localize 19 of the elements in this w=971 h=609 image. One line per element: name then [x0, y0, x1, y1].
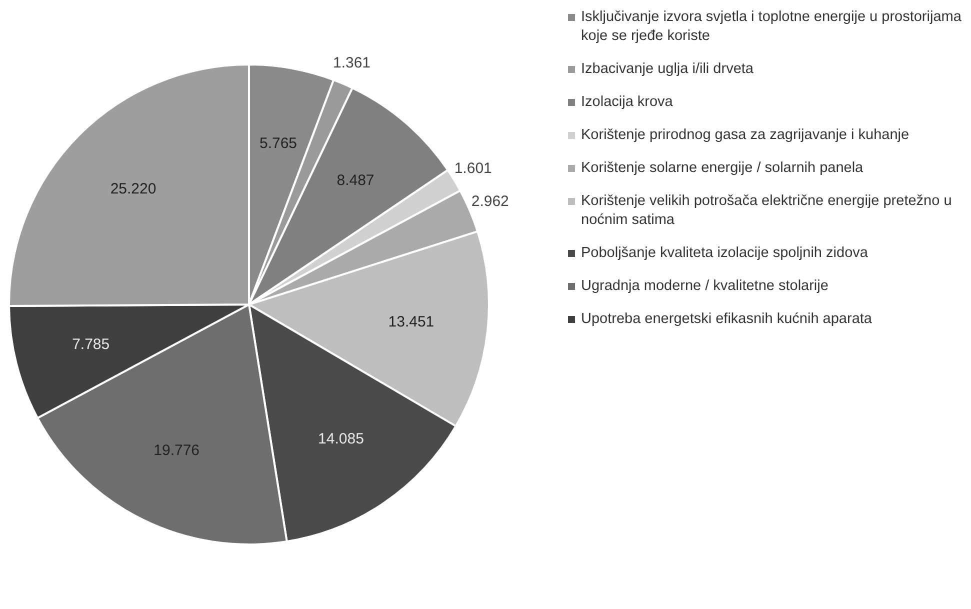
legend-label: Upotreba energetski efikasnih kućnih aparata: [581, 310, 872, 329]
data-label: 25.220: [110, 180, 156, 198]
legend-label: Korištenje prirodnog gasa za zagrijavanje i kuhanje: [581, 126, 910, 145]
legend-label: Korištenje solarne energije / solarnih panela: [581, 159, 864, 178]
legend-label: Ugradnja moderne / kvalitetne stolarije: [581, 277, 828, 296]
legend-label: Poboljšanje kvaliteta izolacije spoljnih zidova: [581, 244, 868, 263]
data-label: 14.085: [318, 430, 364, 448]
data-label: 5.765: [259, 135, 298, 152]
legend-label: Korištenje velikih potrošača električne energije pretežno u noćnim satima: [581, 192, 953, 230]
data-label: 13.451: [388, 314, 434, 331]
legend-label: Isključivanje izvora svjetla i toplotne energije u prostorijama koje se rjeđe koriste: [581, 8, 962, 46]
data-label: 2.962: [471, 193, 509, 210]
data-label: 1.361: [332, 54, 371, 72]
legend-label: Izbacivanje uglja i/ili drveta: [581, 60, 754, 79]
legend-label: Izolacija krova: [581, 93, 673, 112]
data-label: 19.776: [154, 442, 200, 459]
data-label: 1.601: [454, 160, 492, 177]
data-label: 8.487: [336, 172, 374, 189]
data-label: 7.785: [72, 336, 110, 353]
